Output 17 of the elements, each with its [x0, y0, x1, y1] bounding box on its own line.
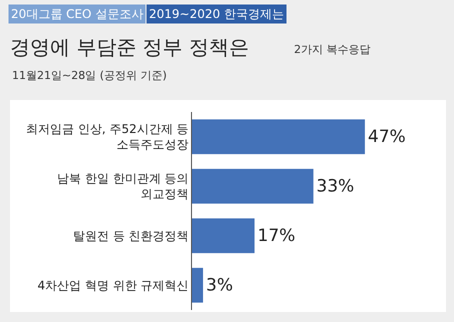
text: 11월21일~28일 (공정위 기준) — [12, 69, 167, 82]
bar — [192, 218, 255, 254]
text: 2019~2020 한국경제는 — [149, 7, 284, 21]
y-tick-label: 최저임금 인상, 주52시간제 등 소득주도성장 — [26, 122, 189, 152]
text: 20대그룹 CEO 설문조사 — [11, 7, 144, 21]
bar — [192, 168, 314, 204]
y-tick-label: 4차산업 혁명 위한 규제혁신 — [38, 278, 189, 292]
chart-subtitle: 2가지 복수응답 — [294, 43, 370, 56]
data-label: 47% — [368, 126, 406, 147]
chart-title: 경영에 부담준 정부 정책은 — [10, 35, 250, 59]
bar — [192, 268, 204, 303]
data-label: 33% — [316, 176, 354, 196]
data-label: 3% — [206, 275, 234, 296]
bar — [192, 119, 365, 154]
y-tick-label: 남북 한일 한미관계 등의 외교정책 — [57, 172, 189, 202]
data-label: 17% — [258, 226, 296, 246]
y-tick-label: 탈원전 등 친환경정책 — [72, 228, 189, 243]
